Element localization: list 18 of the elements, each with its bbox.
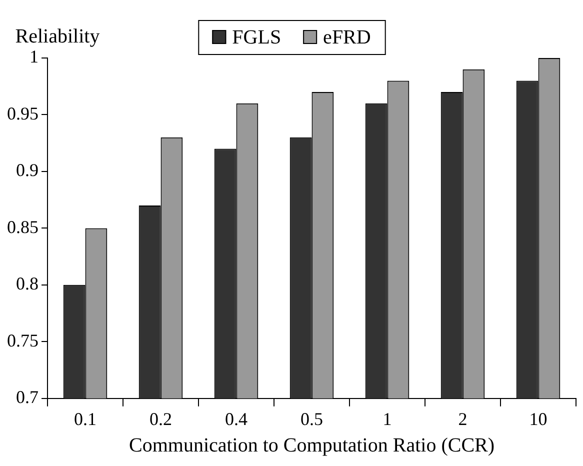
legend-label: FGLS <box>232 26 282 48</box>
x-tick-label: 10 <box>529 408 548 429</box>
legend-label: eFRD <box>323 26 371 48</box>
x-tick-label: 1 <box>382 408 392 429</box>
y-axis-title: Reliability <box>15 25 100 48</box>
x-tick-label: 0.4 <box>225 408 248 429</box>
x-tick-label: 0.2 <box>150 408 172 429</box>
x-tick-label: 2 <box>458 408 468 429</box>
y-tick-label: 0.95 <box>7 103 38 124</box>
y-tick-label: 1 <box>30 46 38 67</box>
y-tick-label: 0.75 <box>7 330 38 350</box>
x-axis-title: Communication to Computation Ratio (CCR) <box>128 434 495 456</box>
x-tick-label: 0.1 <box>74 408 96 429</box>
y-tick-label: 0.7 <box>16 387 38 408</box>
x-tick-label: 0.5 <box>300 408 323 429</box>
y-tick-label: 0.9 <box>16 160 38 180</box>
y-tick-label: 0.85 <box>7 216 38 237</box>
y-tick-label: 0.8 <box>16 274 38 294</box>
